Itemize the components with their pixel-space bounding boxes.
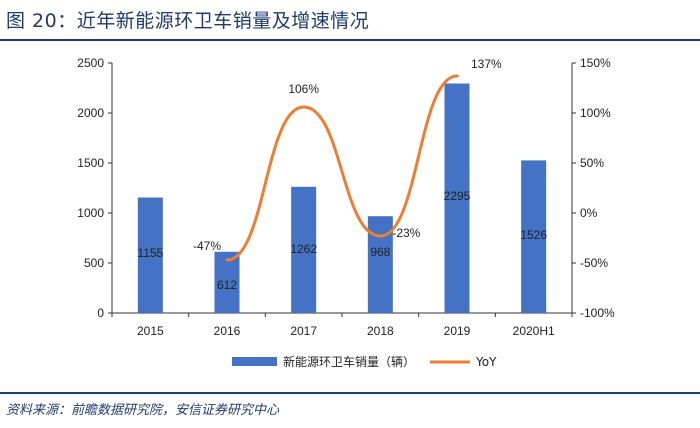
y-right-tick-label: -50% — [580, 256, 608, 270]
x-tick-label: 2016 — [214, 324, 241, 338]
source-note: 资料来源：前瞻数据研究院，安信证券研究中心 — [6, 403, 280, 418]
x-tick-label: 2020H1 — [513, 324, 555, 338]
y-left-tick-label: 1500 — [77, 156, 104, 170]
sales-bar — [367, 216, 393, 313]
x-tick-label: 2018 — [367, 324, 394, 338]
x-tick-label: 2017 — [290, 324, 317, 338]
yoy-point — [225, 258, 229, 262]
legend-bar-swatch — [232, 357, 277, 366]
bar-value-label: 1155 — [137, 246, 163, 260]
sales-bar — [137, 197, 163, 313]
bar-value-label: 2295 — [444, 189, 471, 203]
y-left-tick-label: 2000 — [77, 106, 104, 120]
yoy-value-label: 106% — [288, 82, 319, 96]
y-left-tick-label: 500 — [84, 256, 104, 270]
yoy-point — [455, 74, 459, 78]
bar-value-label: 1262 — [290, 242, 317, 256]
sales-bar — [291, 186, 317, 313]
sales-bar — [444, 83, 470, 313]
yoy-value-label: 137% — [471, 57, 502, 71]
title-divider — [0, 39, 700, 41]
x-tick-label: 2019 — [444, 324, 471, 338]
source-divider — [0, 392, 700, 394]
y-left-tick-label: 1000 — [77, 206, 104, 220]
y-left-tick-label: 0 — [97, 306, 104, 320]
sales-bar — [214, 251, 240, 313]
bar-value-label: 968 — [370, 245, 390, 259]
y-right-tick-label: 150% — [580, 56, 611, 70]
y-right-tick-label: 50% — [580, 156, 604, 170]
sales-bar — [521, 160, 547, 313]
yoy-point — [302, 105, 306, 109]
y-right-tick-label: 100% — [580, 106, 611, 120]
y-left-tick-label: 2500 — [77, 56, 104, 70]
sales-yoy-chart: 0 500 1000 1500 2000 2500 -100% -50% 0% 50% 100% 15… — [77, 56, 615, 369]
yoy-point — [378, 234, 382, 238]
bar-value-label: 1526 — [520, 228, 547, 242]
yoy-line — [225, 74, 459, 262]
legend-line-label: YoY — [475, 355, 497, 369]
page-title: 图 20：近年新能源环卫车销量及增速情况 — [6, 10, 370, 32]
y-right-tick-label: 0% — [580, 206, 598, 220]
y-right-tick-label: -100% — [580, 306, 615, 320]
yoy-value-label: -47% — [193, 239, 221, 253]
yoy-value-label: -23% — [392, 226, 420, 240]
bar-value-label: 612 — [217, 278, 237, 292]
x-tick-label: 2015 — [137, 324, 164, 338]
legend-bar-label: 新能源环卫车销量（辆） — [283, 354, 415, 369]
